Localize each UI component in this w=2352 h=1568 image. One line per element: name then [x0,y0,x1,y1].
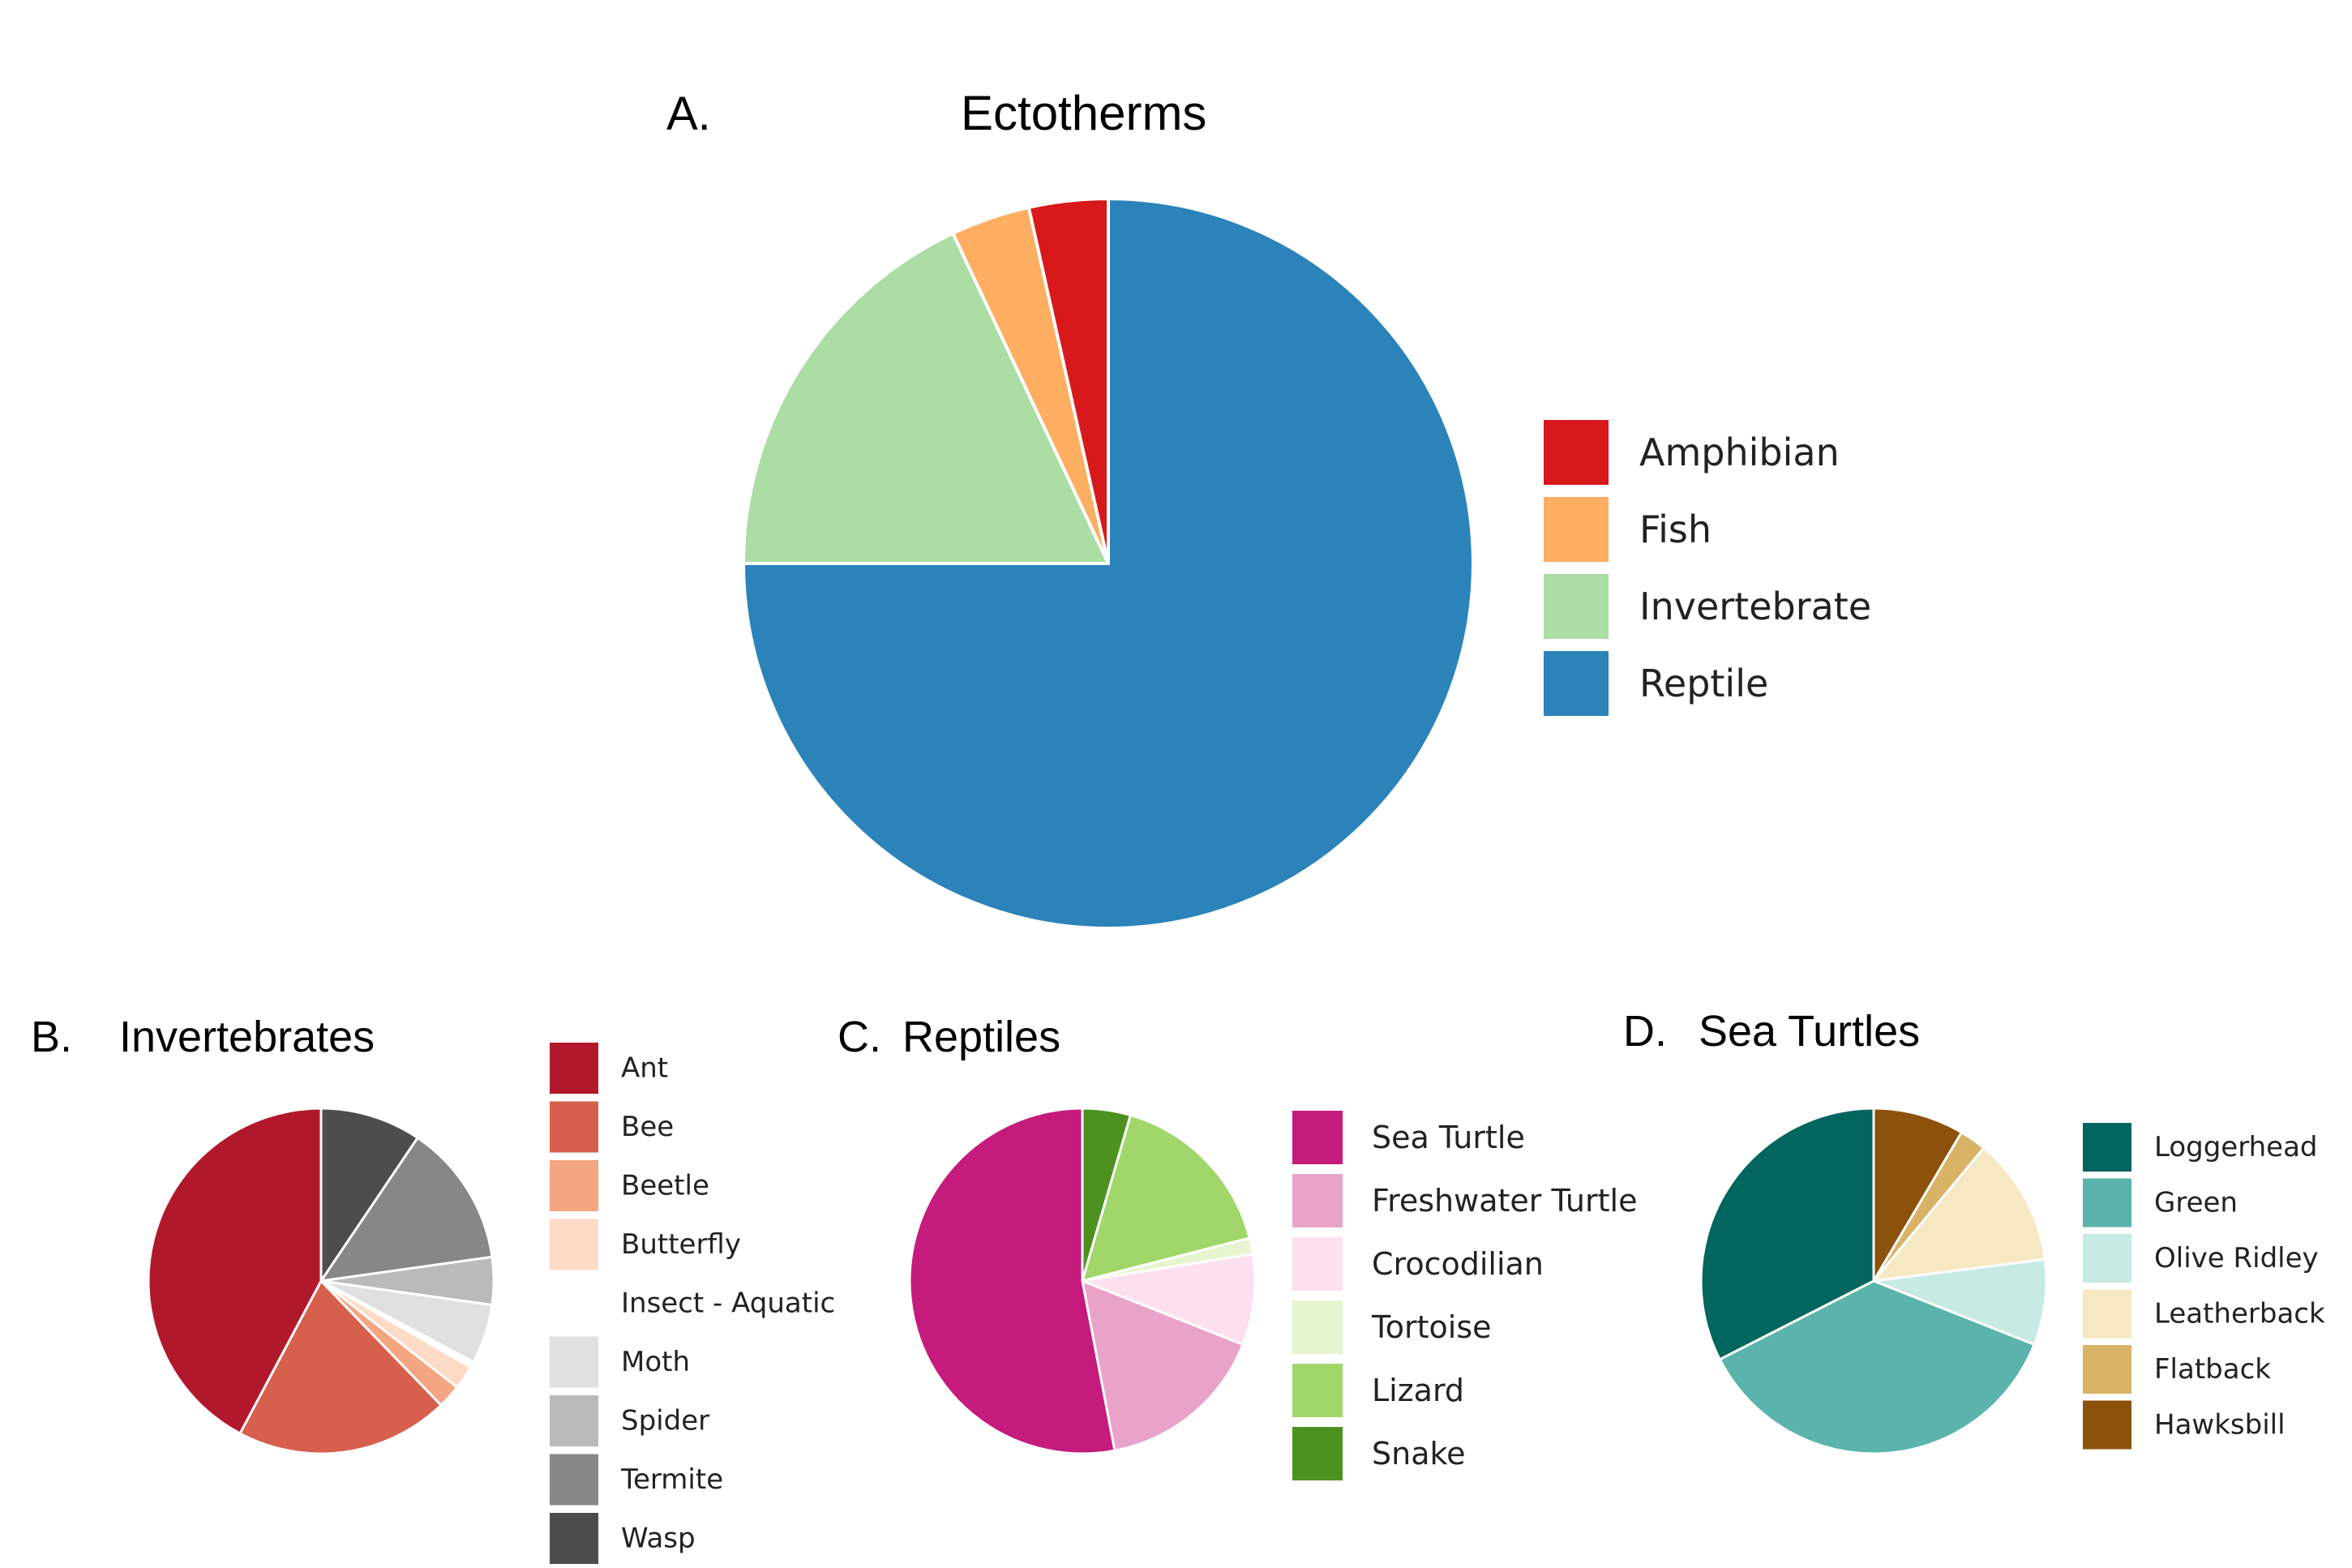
pie-b-slice-termite [319,1136,494,1283]
legend-d-label-loggerhead: Loggerhead [2154,1131,2318,1163]
panel-a-title: Ectotherms [961,86,1206,140]
legend-b-swatch-insect-aquatic [550,1278,598,1329]
legend-a-swatch-amphibian [1544,420,1609,485]
legend-a-swatch-fish [1544,497,1609,562]
legend-b-label-beetle: Beetle [621,1170,709,1202]
legend-b-label-insect-aquatic: Insect - Aquatic [621,1287,835,1320]
legend-c-swatch-sea-turtle [1292,1111,1343,1164]
pie-d-slice-hawksbill [1872,1107,1963,1283]
legend-b-label-wasp: Wasp [621,1523,696,1555]
legend-c-label-tortoise: Tortoise [1371,1309,1492,1345]
pie-c [908,1107,1257,1455]
panel-b: B. Invertebrates Ant Bee Beetle Butterfly In… [31,1013,835,1564]
legend-b-swatch-bee [550,1101,598,1153]
legend-b-label-spider: Spider [621,1405,709,1437]
legend-d-label-green: Green [2154,1187,2238,1219]
pie-a-slice-amphibian [1026,197,1110,565]
legend-b: Ant Bee Beetle Butterfly Insect - Aquatic Mot… [550,1043,835,1564]
pie-c-slice-lizard [1081,1113,1251,1283]
legend-c-label-lizard: Lizard [1372,1373,1464,1408]
legend-a-swatch-reptile [1544,651,1609,716]
legend-b-label-moth: Moth [621,1346,690,1378]
panel-b-title: Invertebrates [119,1013,375,1061]
pie-d-slice-loggerhead [1699,1107,1875,1361]
legend-b-label-ant: Ant [621,1052,668,1085]
panel-b-letter: B. [31,1013,72,1061]
legend-d-swatch-leatherback [2083,1289,2131,1339]
panel-d: D. Sea Turtles Loggerhead Green Olive Ridl… [1623,1007,2325,1455]
legend-a-label-invertebrate: Invertebrate [1639,585,1871,628]
pie-a-slice-invertebrate [742,231,1110,565]
legend-c-swatch-tortoise [1292,1300,1343,1354]
legend-c: Sea Turtle Freshwater Turtle Crocodilian To… [1292,1111,1637,1480]
legend-d-label-leatherback: Leatherback [2154,1298,2325,1330]
legend-d-swatch-green [2083,1178,2131,1227]
legend-a-label-fish: Fish [1639,508,1712,551]
pie-b-slice-bee [238,1279,443,1455]
legend-b-swatch-beetle [550,1160,598,1211]
pie-b [147,1107,495,1455]
pie-d-slice-green [1718,1279,2036,1455]
legend-b-swatch-moth [550,1336,598,1388]
panel-c-title: Reptiles [902,1013,1060,1061]
panel-d-title: Sea Turtles [1699,1007,1920,1056]
legend-d-label-hawksbill: Hawksbill [2154,1409,2286,1442]
legend-b-swatch-termite [550,1454,598,1506]
pie-c-slice-crocodilian [1081,1253,1257,1346]
panel-c-letter: C. [838,1013,881,1061]
legend-d: Loggerhead Green Olive Ridley Leatherback Fl… [2083,1123,2325,1450]
legend-c-label-sea-turtle: Sea Turtle [1372,1120,1525,1155]
legend-c-swatch-crocodilian [1292,1237,1343,1291]
panel-d-letter: D. [1623,1007,1667,1056]
legend-d-swatch-hawksbill [2083,1400,2131,1450]
legend-b-label-termite: Termite [620,1463,723,1496]
legend-a-swatch-invertebrate [1544,574,1609,639]
legend-c-label-snake: Snake [1372,1436,1466,1472]
legend-b-swatch-ant [550,1043,598,1094]
pie-b-slice-wasp [319,1107,419,1283]
pie-b-slice-ant [147,1107,323,1435]
legend-a: Amphibian Fish Invertebrate Reptile [1544,420,1871,716]
legend-a-label-reptile: Reptile [1639,662,1768,705]
panel-a-letter: A. [666,88,711,140]
pie-d-slice-olive-ridley [1872,1257,2048,1346]
legend-d-swatch-flatback [2083,1345,2131,1394]
legend-b-label-butterfly: Butterfly [621,1228,741,1261]
legend-d-swatch-olive-ridley [2083,1234,2131,1283]
legend-a-label-amphibian: Amphibian [1639,431,1840,474]
legend-b-label-bee: Bee [621,1111,674,1143]
legend-d-swatch-loggerhead [2083,1123,2131,1172]
pie-c-slice-sea-turtle [908,1107,1116,1455]
legend-d-label-flatback: Flatback [2154,1353,2271,1386]
pie-c-slice-freshwater-turtle [1081,1279,1245,1452]
legend-c-label-freshwater-turtle: Freshwater Turtle [1372,1183,1637,1219]
pie-d-slice-leatherback [1872,1146,2046,1283]
pie-d [1699,1107,2048,1455]
legend-b-swatch-wasp [550,1513,598,1564]
legend-c-swatch-snake [1292,1427,1343,1480]
pie-a [742,197,1475,930]
panel-a: A. Ectotherms Amphibian Fish Invertebrate R… [666,86,1871,930]
legend-c-swatch-lizard [1292,1364,1343,1417]
legend-b-swatch-spider [550,1395,598,1446]
legend-b-swatch-butterfly [550,1219,598,1270]
legend-c-swatch-freshwater-turtle [1292,1174,1343,1227]
legend-c-label-crocodilian: Crocodilian [1372,1246,1544,1282]
panel-c: C. Reptiles Sea Turtle Freshwater Turtle C… [838,1013,1637,1480]
legend-d-label-olive-ridley: Olive Ridley [2154,1242,2319,1275]
